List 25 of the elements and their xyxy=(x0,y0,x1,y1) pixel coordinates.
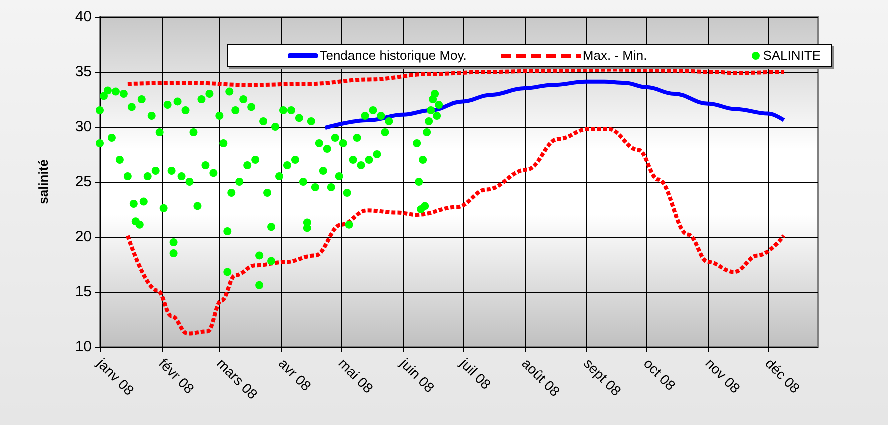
x-tick-label: juil 08 xyxy=(456,354,495,393)
line-series xyxy=(323,80,786,130)
y-tick-label: 15 xyxy=(75,284,92,300)
legend-label: SALINITE xyxy=(763,48,821,63)
x-tick-label: mai 08 xyxy=(336,355,377,396)
line-series xyxy=(126,127,786,336)
y-axis-title: salinité xyxy=(36,160,51,204)
x-tick-label: janv 08 xyxy=(94,354,138,399)
y-tick-label: 20 xyxy=(75,228,92,246)
x-tick-label: sept 08 xyxy=(580,355,625,400)
y-tick-label: 40 xyxy=(75,8,92,26)
legend-label: Tendance historique Moy. xyxy=(320,48,467,63)
x-tick-label: déc 08 xyxy=(762,355,804,397)
x-tick-label: févr 08 xyxy=(156,355,198,398)
y-tick-label: 25 xyxy=(75,174,92,190)
series-label: Max. - Min. xyxy=(582,48,648,63)
y-tick-label: 30 xyxy=(75,118,92,136)
x-tick-label: nov 08 xyxy=(702,355,744,397)
x-tick-label: avr 08 xyxy=(276,355,315,394)
x-tick-label: oct 08 xyxy=(640,355,680,394)
y-tick-label: 10 xyxy=(75,338,92,356)
y-tick-label: 35 xyxy=(75,64,92,80)
line-series xyxy=(126,68,786,88)
x-tick-label: août 08 xyxy=(519,355,564,400)
x-tick-label: juin 08 xyxy=(396,354,438,396)
